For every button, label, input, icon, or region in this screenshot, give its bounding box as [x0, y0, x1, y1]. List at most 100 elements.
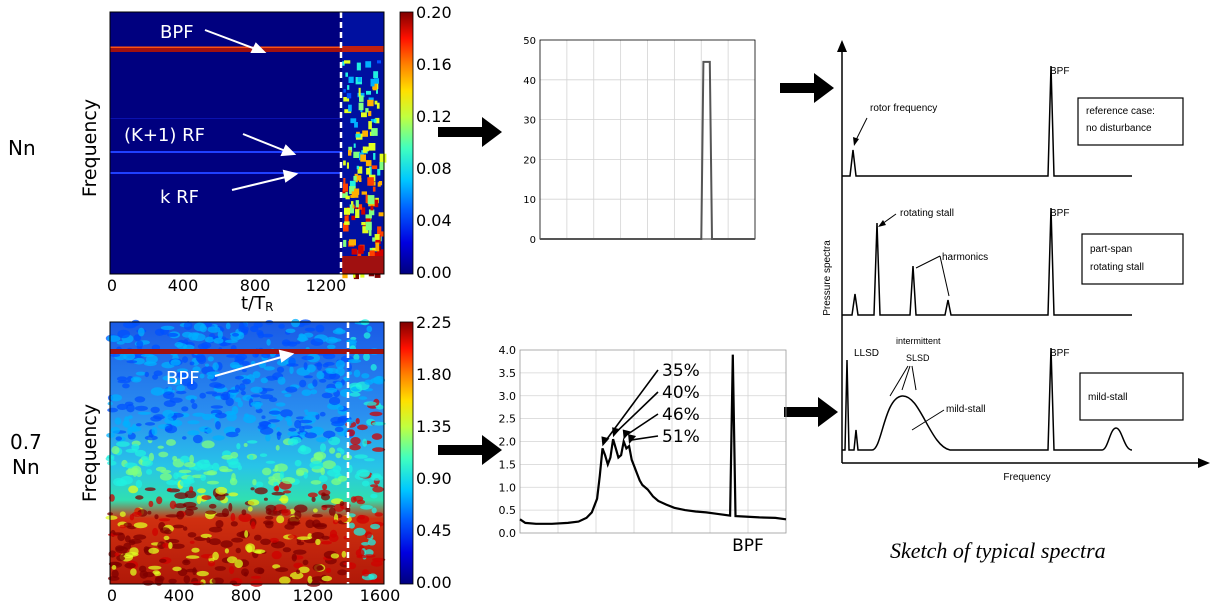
- sketch-y-label: Pressure spectra: [822, 240, 833, 316]
- panel2-box-line1: part-span: [1090, 244, 1132, 255]
- annotation-bpf: BPF: [166, 368, 200, 389]
- colorbar-tick: 0.08: [416, 159, 452, 178]
- colorbar-tick: 1.35: [416, 417, 452, 436]
- spectrum-bottom: 4.0 3.5 3.0 2.5 2.0 1.5 1.0 0.5 0.0 35%40%46%51%…: [499, 344, 787, 556]
- stall-region: [342, 12, 387, 280]
- colorbar: [399, 321, 414, 585]
- sketch-x-label: Frequency: [1003, 472, 1050, 483]
- row-label-bottom-line1: 0.7: [10, 430, 42, 454]
- x-tick: 400: [164, 586, 195, 604]
- panel2-trace: [842, 207, 1132, 316]
- colorbar-tick: 0.00: [416, 263, 452, 282]
- y-tick: 50: [523, 36, 536, 47]
- k1-rf-arrow: [242, 133, 289, 153]
- k1-rf-line: [110, 151, 342, 153]
- annotation-k1-rf: (K+1) RF: [124, 125, 205, 146]
- x-tick: 400: [168, 276, 199, 295]
- arrow-right-icon: [438, 117, 502, 147]
- x-tick: 1200: [293, 586, 334, 604]
- annotation-bpf: BPF: [160, 22, 194, 43]
- y-tick: 0.5: [499, 504, 517, 517]
- panel3-trace: [842, 347, 1133, 451]
- y-tick: 10: [523, 195, 536, 206]
- colorbar-tick: 0.90: [416, 469, 452, 488]
- x-axis-label: t/TR: [241, 293, 273, 314]
- spectrum-bottom-frame: [519, 349, 787, 534]
- colorbar-tick: 1.80: [416, 365, 452, 384]
- bpf-line: [110, 48, 342, 52]
- arrow-right-icon: [780, 73, 834, 103]
- y-tick: 20: [523, 155, 536, 166]
- y-tick: 0: [530, 235, 536, 246]
- bpf-arrow: [204, 29, 259, 51]
- spectrogram-bottom: BPF Frequency 0 400 800 1200 1600 2.25 1…: [79, 316, 452, 604]
- peak-label: 40%: [662, 383, 700, 403]
- y-tick: 4.0: [499, 344, 517, 357]
- panel2-note: rotating stall: [900, 208, 954, 219]
- colorbar-tick: 2.25: [416, 316, 452, 332]
- panel1-trace: [842, 65, 1132, 177]
- panel3-note2: intermittent: [896, 336, 941, 346]
- y-tick: 2.0: [499, 436, 517, 449]
- annotation-k-rf: k RF: [160, 187, 199, 208]
- panel3-bpf: BPF: [1050, 348, 1069, 359]
- panel2-note2: harmonics: [942, 252, 988, 263]
- panel1-box-line2: no disturbance: [1086, 123, 1152, 134]
- panel3-note: LLSD: [854, 348, 879, 359]
- x-tick: 800: [231, 586, 262, 604]
- peak-label: 46%: [662, 405, 700, 425]
- x-tick-bpf: BPF: [732, 536, 764, 556]
- sketch-caption: Sketch of typical spectra: [890, 538, 1106, 563]
- arrow-right-icon: [438, 435, 502, 465]
- panel1-bpf: BPF: [1050, 66, 1069, 77]
- x-tick: 1600: [360, 586, 401, 604]
- bpf-line: [110, 349, 384, 354]
- colorbar-tick: 0.45: [416, 521, 452, 540]
- panel3-note3: SLSD: [906, 353, 930, 363]
- peak-label: 35%: [662, 361, 700, 381]
- x-tick: 800: [240, 276, 271, 295]
- panel2-box: [1081, 233, 1184, 285]
- spectrum-top-series: [540, 60, 755, 240]
- colorbar-tick: 0.12: [416, 107, 452, 126]
- y-tick: 1.0: [499, 481, 517, 494]
- y-tick: 1.5: [499, 458, 517, 471]
- y-tick: 2.5: [499, 413, 517, 426]
- colorbar-tick: 0.04: [416, 211, 452, 230]
- row-label-top: Nn: [8, 136, 36, 160]
- colorbar-tick: 0.16: [416, 55, 452, 74]
- bpf-arrow: [214, 355, 286, 377]
- spectrum-top: 50 40 30 20 10 0: [523, 36, 756, 246]
- panel3-box-line1: mild-stall: [1088, 392, 1127, 403]
- spectrogram-top: BPF (K+1) RF k RF Frequency 0 400 800 12…: [79, 3, 452, 314]
- y-tick: 30: [523, 116, 536, 127]
- y-axis-label: Frequency: [79, 99, 101, 197]
- spectrum-bottom-series: [519, 354, 787, 525]
- k-rf-arrow: [231, 175, 291, 191]
- arrow-right-icon: [784, 397, 838, 427]
- k-rf-line: [110, 172, 342, 174]
- x-tick: 0: [107, 586, 117, 604]
- panel2-bpf: BPF: [1050, 208, 1069, 219]
- panel3-note4: mild-stall: [946, 404, 985, 415]
- y-axis-label: Frequency: [79, 404, 101, 502]
- colorbar: [399, 11, 414, 275]
- panel2-box-line2: rotating stall: [1090, 262, 1144, 273]
- panel1-box: [1077, 97, 1184, 146]
- sketch-spectra: rotor frequency BPF reference case: no d…: [822, 40, 1210, 483]
- y-tick: 3.5: [499, 367, 517, 380]
- row-label-bottom-line2: Nn: [12, 455, 40, 479]
- colorbar-tick: 0.00: [416, 573, 452, 592]
- panel1-note: rotor frequency: [870, 103, 937, 114]
- peak-label: 51%: [662, 427, 700, 447]
- y-tick: 40: [523, 76, 536, 87]
- x-tick: 0: [107, 276, 117, 295]
- spectrogram-top-plot: [110, 12, 384, 274]
- colorbar-tick: 0.20: [416, 3, 452, 22]
- y-tick: 0.0: [499, 527, 517, 540]
- panel1-box-line1: reference case:: [1086, 106, 1155, 117]
- panel3-box: [1079, 372, 1184, 421]
- y-tick: 3.0: [499, 390, 517, 403]
- x-tick: 1200: [306, 276, 347, 295]
